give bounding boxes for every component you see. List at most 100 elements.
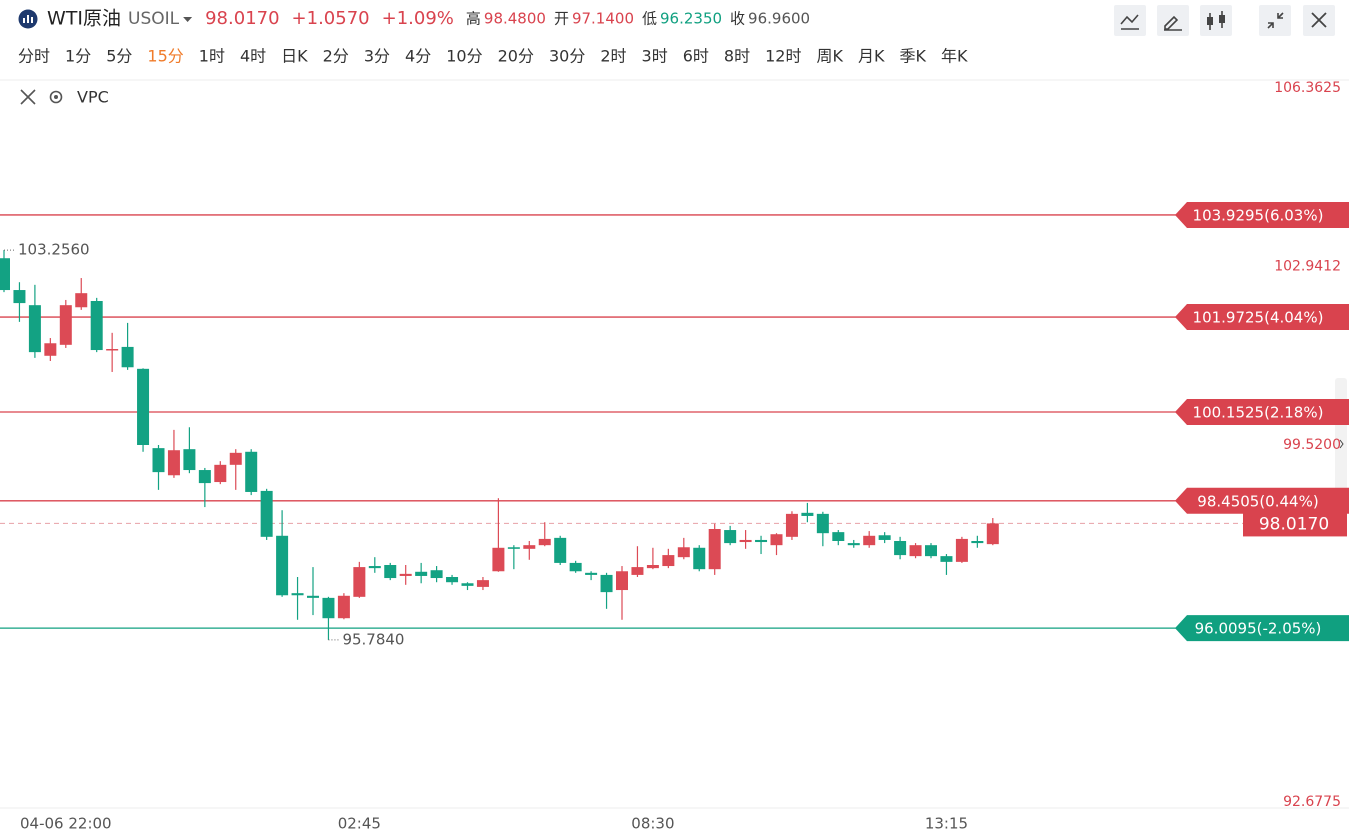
tool-icon [1120, 14, 1139, 30]
timeframe-tab[interactable]: 6时 [683, 47, 709, 66]
timeframe-tab[interactable]: 日K [281, 47, 308, 66]
candle-body [492, 547, 505, 572]
timeframe-tab[interactable]: 4时 [240, 47, 266, 66]
candle-body [646, 565, 659, 569]
price-line-tag [1175, 399, 1349, 425]
timeframe-tab[interactable]: 15分 [147, 47, 183, 66]
price-line-label: 100.1525(2.18%) [1193, 404, 1324, 422]
candle-body [245, 451, 258, 492]
low-marker-label: 95.7840 [342, 630, 404, 648]
timeframe-tab[interactable]: 30分 [549, 47, 585, 66]
candle-body [600, 574, 613, 593]
candle-body [229, 452, 242, 465]
candle-body [801, 512, 814, 516]
timeframe-tab[interactable]: 20分 [498, 47, 534, 66]
candle-body [106, 349, 119, 351]
timeframe-tab[interactable]: 1分 [65, 47, 91, 66]
tool-button[interactable] [1157, 5, 1189, 36]
timeframe-tab[interactable]: 2时 [600, 47, 626, 66]
candle-body [476, 580, 489, 587]
tool-button[interactable] [1200, 5, 1232, 36]
timeframe-tab[interactable]: 季K [899, 47, 926, 66]
x-tick-label: 04-06 22:00 [20, 815, 112, 833]
candle-body [75, 293, 88, 308]
price-line-tag [1175, 304, 1349, 331]
price-line-tag [1175, 487, 1349, 514]
price-line-tag [1175, 615, 1349, 642]
x-tick-label: 13:15 [925, 815, 968, 833]
candle-body [368, 566, 381, 569]
candle-body [44, 343, 57, 356]
timeframe-tab[interactable]: 3分 [364, 47, 390, 66]
price-line-label: 96.0095(-2.05%) [1195, 620, 1322, 638]
candle-body [307, 595, 319, 598]
candle-body [399, 573, 412, 576]
timeframe-tab[interactable]: 10分 [446, 47, 482, 66]
candle-body [90, 301, 103, 351]
timeframe-tab[interactable]: 1时 [199, 47, 225, 66]
candle-body [0, 258, 10, 291]
candle-body [322, 597, 335, 619]
stat-value: 96.9600 [748, 10, 810, 28]
y-tick-label: 99.5200 [1283, 437, 1341, 453]
candle-body [847, 543, 860, 546]
y-tick-label: 102.9412 [1274, 259, 1341, 275]
candle-body [446, 577, 459, 583]
candle-body [276, 535, 289, 596]
candle-body [538, 538, 551, 546]
close-indicator[interactable] [20, 89, 36, 105]
stat-label: 低 [642, 10, 657, 28]
candle-body [662, 555, 675, 567]
timeframe-tab[interactable]: 5分 [106, 47, 132, 66]
candle-body [415, 571, 428, 576]
tool-button[interactable] [1259, 5, 1291, 36]
candle-body [940, 556, 953, 562]
timeframe-tab[interactable]: 年K [941, 47, 968, 66]
logo-glyph [23, 15, 33, 23]
high-marker-label: 103.2560 [18, 241, 90, 259]
timeframe-tab[interactable]: 月K [858, 47, 885, 66]
candle-body [353, 567, 366, 597]
indicator-name: VPC [77, 88, 109, 107]
candle-body [816, 513, 829, 534]
timeframe-tab[interactable]: 周K [816, 47, 843, 66]
timeframe-tab[interactable]: 分时 [18, 47, 50, 66]
candle-body [894, 541, 907, 556]
stat-value: 98.4800 [484, 10, 546, 28]
symbol-dropdown[interactable] [183, 17, 193, 22]
timeframe-tab[interactable]: 8时 [724, 47, 750, 66]
candle-body [739, 539, 752, 543]
timeframe-tab[interactable]: 4分 [405, 47, 431, 66]
stat-label: 高 [466, 10, 481, 28]
price-line-label: 103.9295(6.03%) [1193, 206, 1324, 224]
tool-icon [1219, 15, 1225, 23]
candle-body [785, 513, 798, 537]
tool-icon [1164, 15, 1182, 31]
candle-body [569, 562, 582, 572]
candle-body [337, 595, 350, 619]
x-tick-label: 02:45 [338, 815, 381, 833]
settings-indicator[interactable] [49, 90, 63, 104]
candle-body [137, 368, 150, 445]
timeframe-tab[interactable]: 3时 [642, 47, 668, 66]
timeframe-tab[interactable]: 12时 [765, 47, 801, 66]
x-tick-label: 08:30 [631, 815, 674, 833]
candle-body [878, 535, 891, 540]
tool-icon [1207, 17, 1213, 25]
y-tick-label: 92.6775 [1283, 794, 1341, 810]
stat-value: 96.2350 [660, 10, 722, 28]
candle-body [214, 464, 227, 483]
price-line-label: 101.9725(4.04%) [1193, 309, 1324, 327]
candle-body [291, 593, 304, 596]
symbol: USOIL [128, 9, 180, 29]
candle-body [183, 449, 196, 471]
candle-body [461, 583, 474, 586]
stat-label: 开 [554, 10, 569, 28]
timeframe-tab[interactable]: 2分 [323, 47, 349, 66]
candle-body [909, 545, 922, 557]
toolbar [1114, 5, 1335, 36]
candle-body [631, 567, 644, 575]
candle-body [925, 545, 937, 557]
